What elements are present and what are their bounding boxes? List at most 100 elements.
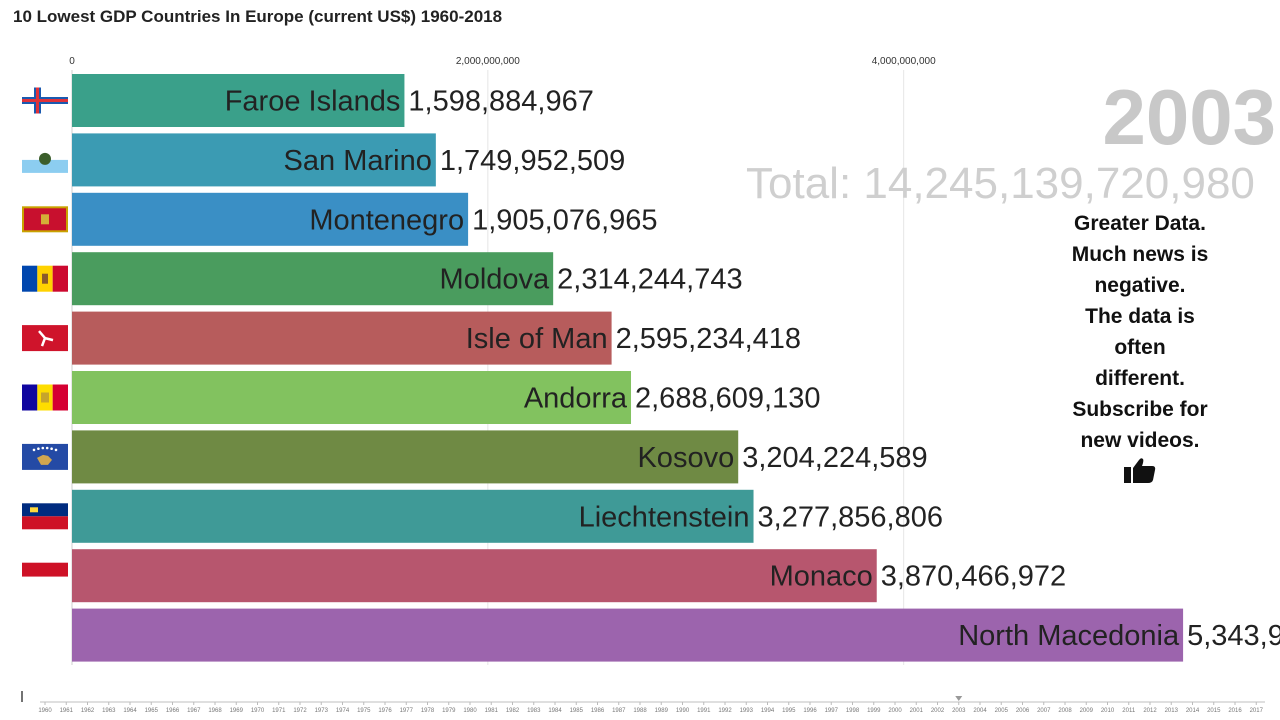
- timeline-label: 1999: [867, 708, 881, 714]
- timeline-label: 1971: [272, 708, 286, 714]
- timeline-label: 1996: [803, 708, 817, 714]
- bar: [72, 192, 469, 246]
- timeline-label: 1975: [357, 708, 371, 714]
- timeline-label: 1989: [655, 708, 669, 714]
- promo-line: negative.: [1094, 274, 1186, 297]
- bar-value-label: 5,343,9: [1187, 620, 1280, 652]
- timeline-label: 2006: [1016, 708, 1030, 714]
- timeline-label: 2013: [1165, 708, 1179, 714]
- timeline-label: 1984: [548, 708, 562, 714]
- bar: [72, 489, 754, 543]
- promo-line: new videos.: [1080, 429, 1200, 452]
- timeline-label: 1980: [463, 708, 477, 714]
- timeline-label: 1960: [38, 708, 52, 714]
- timeline-label: 2002: [931, 708, 945, 714]
- bar: [72, 133, 436, 187]
- timeline-current-indicator: [955, 696, 963, 701]
- promo-line: often: [1114, 336, 1166, 359]
- bar-value-label: 1,749,952,509: [440, 145, 625, 177]
- timeline-label: 1969: [230, 708, 244, 714]
- promo-line: different.: [1095, 367, 1185, 390]
- timeline-label: 1974: [336, 708, 350, 714]
- bar-name-label: North Macedonia: [958, 620, 1180, 652]
- timeline-label: 2016: [1228, 708, 1242, 714]
- timeline-label: 1981: [485, 708, 499, 714]
- promo-line: The data is: [1085, 305, 1195, 328]
- timeline-label: 2007: [1037, 708, 1051, 714]
- timeline-label: 1993: [740, 708, 754, 714]
- timeline-label: 1997: [825, 708, 839, 714]
- bar-value-label: 3,277,856,806: [758, 501, 943, 533]
- timeline-label: 1977: [400, 708, 414, 714]
- bar: [72, 430, 739, 484]
- kosovo-flag: [22, 443, 68, 470]
- faroe-islands-flag: [22, 87, 68, 114]
- timeline-label: 1986: [591, 708, 605, 714]
- timeline-label: 2017: [1250, 708, 1264, 714]
- timeline-label: 2000: [888, 708, 902, 714]
- timeline-label: 1987: [612, 708, 626, 714]
- chart-title: 10 Lowest GDP Countries In Europe (curre…: [13, 7, 503, 26]
- thumbs-up-icon: [1124, 458, 1156, 483]
- bar-value-label: 3,204,224,589: [742, 442, 927, 474]
- bar-name-label: Moldova: [440, 264, 550, 296]
- andorra-flag: [22, 384, 68, 411]
- timeline-label: 1973: [315, 708, 329, 714]
- timeline-label: 1961: [60, 708, 74, 714]
- bar-name-label: Monaco: [770, 561, 873, 593]
- timeline-label: 1998: [846, 708, 860, 714]
- bar-name-label: Liechtenstein: [579, 501, 750, 533]
- isle-of-man-flag: [22, 325, 68, 352]
- bar-name-label: Isle of Man: [466, 323, 608, 355]
- montenegro-flag: [22, 206, 68, 233]
- timeline-label: 2014: [1186, 708, 1200, 714]
- timeline-label: 1994: [761, 708, 775, 714]
- liechtenstein-flag: [22, 503, 68, 530]
- moldova-flag: [22, 265, 68, 292]
- promo-line: Greater Data.: [1074, 212, 1206, 235]
- x-tick-label: 4,000,000,000: [872, 56, 936, 67]
- timeline-label: 2008: [1058, 708, 1072, 714]
- timeline-label: 1967: [187, 708, 201, 714]
- timeline-label: 1963: [102, 708, 116, 714]
- bar: [72, 311, 612, 365]
- timeline-label: 1970: [251, 708, 265, 714]
- bar: [72, 608, 1184, 662]
- bar-name-label: Andorra: [524, 383, 628, 415]
- timeline-label: 1992: [718, 708, 732, 714]
- timeline-label: 2003: [952, 708, 966, 714]
- timeline-label: 1962: [81, 708, 95, 714]
- timeline-label: 1976: [378, 708, 392, 714]
- timeline-label: 1985: [570, 708, 584, 714]
- bar-value-label: 3,870,466,972: [881, 561, 1066, 593]
- promo-message: Greater Data. Much news is negative. The…: [1050, 208, 1230, 456]
- timeline-label: 1972: [293, 708, 307, 714]
- current-year: 2003: [1102, 73, 1276, 161]
- timeline-label: 1995: [782, 708, 796, 714]
- bar-name-label: Montenegro: [309, 204, 464, 236]
- timeline-label: 2004: [973, 708, 987, 714]
- timeline-label: 1965: [145, 708, 159, 714]
- x-tick-label: 2,000,000,000: [456, 56, 520, 67]
- bar: [72, 549, 877, 603]
- timeline-label: 2005: [995, 708, 1009, 714]
- timeline-label: 1964: [123, 708, 137, 714]
- timeline-label: 1968: [208, 708, 222, 714]
- timeline-label: 2015: [1207, 708, 1221, 714]
- bar: [72, 252, 554, 306]
- timeline-label: 1988: [633, 708, 647, 714]
- san-marino-flag: [22, 146, 68, 173]
- promo-line: Subscribe for: [1072, 398, 1208, 421]
- timeline-label: 2001: [910, 708, 924, 714]
- bar-value-label: 2,595,234,418: [616, 323, 801, 355]
- timeline-label: 1966: [166, 708, 180, 714]
- promo-line: Much news is: [1071, 243, 1209, 266]
- bar-name-label: San Marino: [284, 145, 432, 177]
- bar-name-label: Kosovo: [637, 442, 734, 474]
- bar-name-label: Faroe Islands: [225, 86, 401, 118]
- total-value: Total: 14,245,139,720,980: [746, 162, 1255, 206]
- bar-value-label: 1,598,884,967: [408, 86, 593, 118]
- timeline-label: 2009: [1080, 708, 1094, 714]
- timeline-label: 2011: [1122, 708, 1136, 714]
